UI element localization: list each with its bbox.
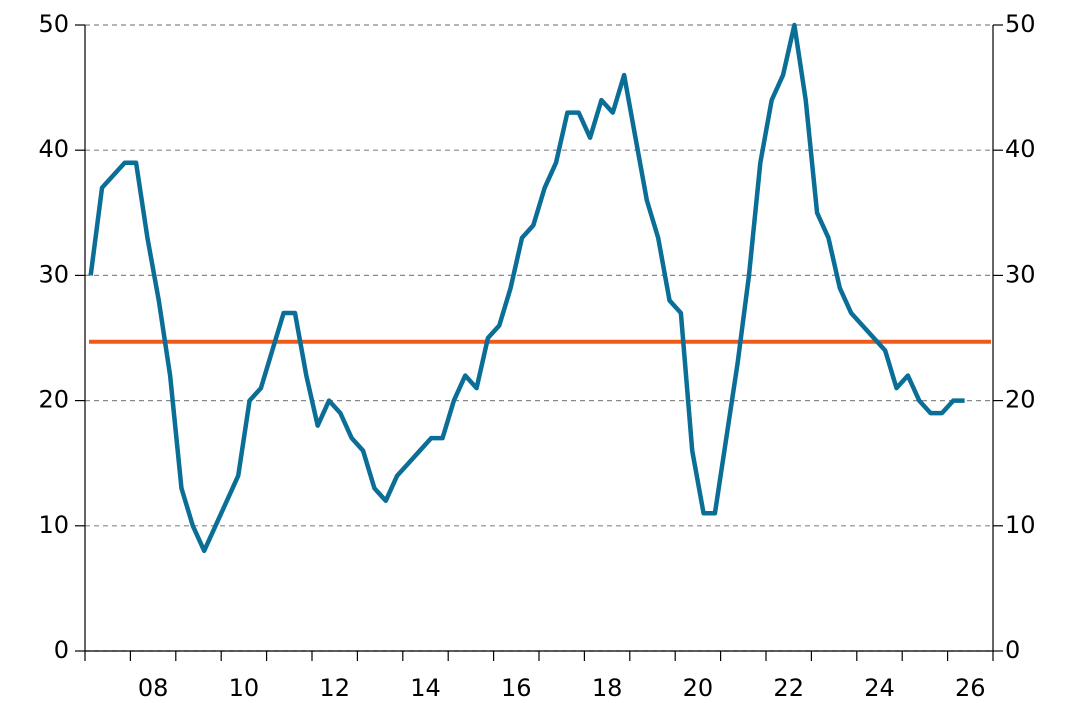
y-tick-label: 50: [38, 10, 69, 38]
line-series: [88, 22, 965, 554]
x-tick-label: 16: [501, 674, 532, 702]
x-tick-label: 08: [138, 674, 169, 702]
y-tick-label: 10: [38, 511, 69, 539]
x-tick-label: 10: [229, 674, 260, 702]
y2-tick-label: 50: [1005, 10, 1036, 38]
x-tick-label: 14: [410, 674, 441, 702]
y-tick-label: 40: [38, 135, 69, 163]
y-tick-label: 30: [38, 260, 69, 288]
y2-tick-label: 20: [1005, 386, 1036, 414]
y-tick-label: 20: [38, 386, 69, 414]
y2-tick-label: 30: [1005, 260, 1036, 288]
x-tick-label: 26: [955, 674, 986, 702]
y2-tick-label: 10: [1005, 511, 1036, 539]
y2-tick-label: 0: [1005, 636, 1020, 664]
x-tick-label: 12: [319, 674, 350, 702]
x-tick-label: 22: [773, 674, 804, 702]
y-tick-label: 0: [54, 636, 69, 664]
x-tick-label: 18: [592, 674, 623, 702]
x-tick-label: 20: [683, 674, 714, 702]
y2-tick-label: 40: [1005, 135, 1036, 163]
x-tick-label: 24: [864, 674, 895, 702]
